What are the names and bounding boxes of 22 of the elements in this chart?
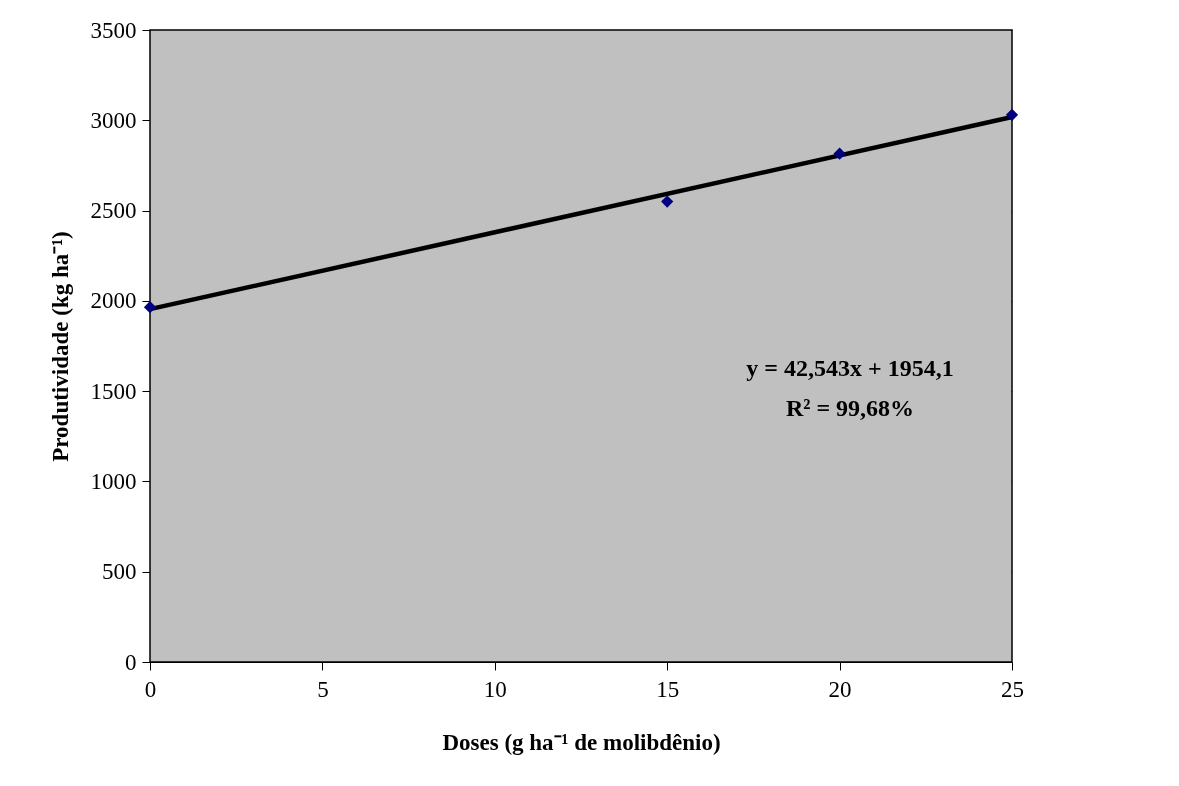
point [661, 195, 674, 208]
y-tick-label: 0 [125, 649, 137, 675]
x-tick-label: 5 [317, 676, 329, 702]
y-tick-label: 2500 [90, 198, 137, 224]
x-tick-label: 15 [656, 676, 680, 702]
y-tick-label: 3500 [90, 17, 137, 43]
y-tick-label: 3000 [90, 107, 137, 133]
point [833, 147, 846, 160]
y-tick-label: 2000 [90, 288, 137, 314]
x-tick-label: 10 [483, 676, 507, 702]
y-tick-label: 1500 [90, 378, 137, 404]
y-tick-label: 500 [102, 559, 137, 585]
point [1005, 108, 1019, 121]
x-axis-title: Doses (g ha⁻¹ de molibdênio) [442, 729, 721, 755]
y-tick-label: 1000 [90, 468, 137, 494]
x-tick-label: 25 [1001, 676, 1024, 702]
x-tick-label: 0 [144, 676, 157, 702]
annotation: R² = 99,68% [785, 395, 915, 421]
x-tick-label: 20 [828, 676, 852, 702]
point [143, 301, 157, 314]
y-axis-title: Produtividade (kg ha⁻¹) [47, 231, 73, 462]
annotation: y = 42,543x + 1954,1 [746, 355, 954, 381]
